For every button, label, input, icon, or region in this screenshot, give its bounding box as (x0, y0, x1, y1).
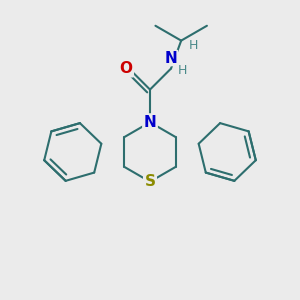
Text: H: H (178, 64, 187, 77)
Text: O: O (119, 61, 133, 76)
Text: H: H (189, 39, 199, 52)
Text: N: N (165, 51, 177, 66)
Text: N: N (144, 115, 156, 130)
Text: S: S (145, 174, 155, 189)
